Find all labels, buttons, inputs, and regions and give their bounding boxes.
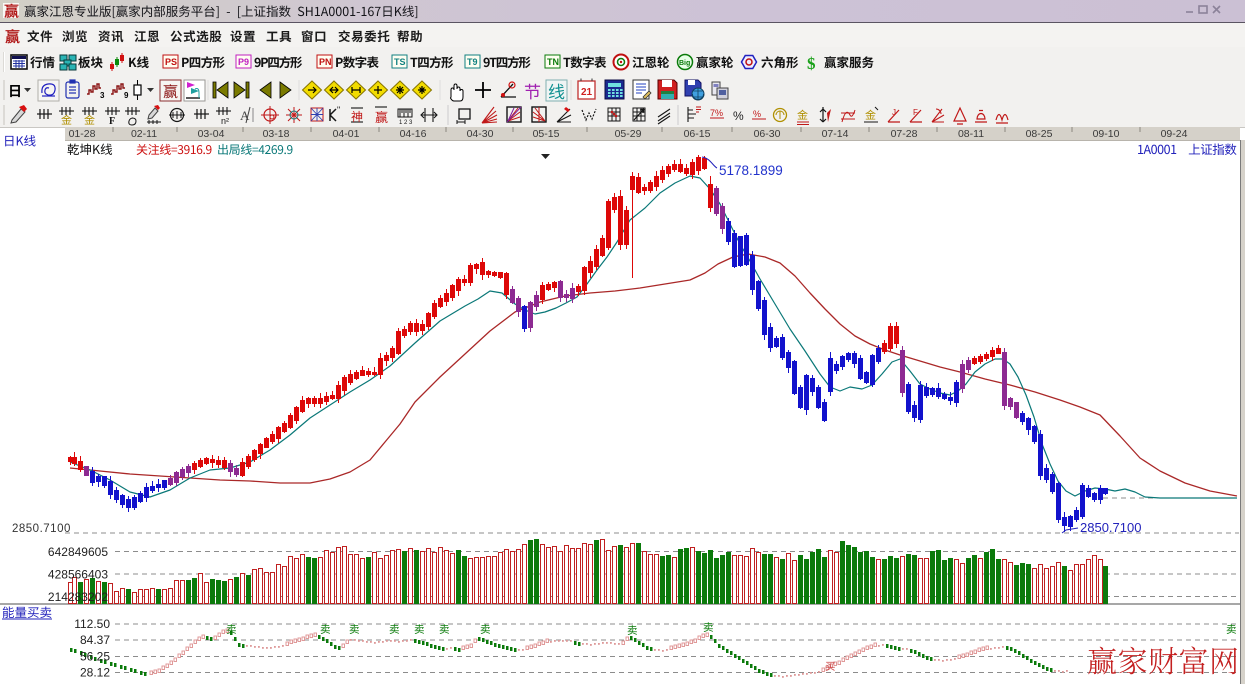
svg-text:04-01: 04-01 (333, 128, 360, 140)
svg-text:02-11: 02-11 (131, 128, 157, 140)
svg-text:09-10: 09-10 (1093, 128, 1120, 140)
svg-text:2850.7100: 2850.7100 (12, 523, 71, 535)
svg-text:06-30: 06-30 (754, 128, 781, 140)
svg-text:05-29: 05-29 (615, 128, 642, 140)
svg-text:T9: T9 (467, 57, 478, 67)
svg-text:PS: PS (165, 57, 177, 67)
svg-text:56.25: 56.25 (80, 650, 110, 664)
svg-text:2850.7100: 2850.7100 (1080, 520, 1141, 535)
svg-text:": " (337, 105, 340, 115)
svg-text:PN: PN (319, 57, 332, 67)
svg-text:03-04: 03-04 (198, 128, 225, 140)
svg-text:Big: Big (679, 60, 690, 67)
svg-text:J: J (892, 108, 896, 117)
svg-text:F: F (109, 116, 115, 127)
svg-text:03-18: 03-18 (263, 128, 290, 140)
svg-text:04-30: 04-30 (467, 128, 494, 140)
svg-text:%: % (733, 109, 744, 123)
svg-text:TN: TN (547, 57, 559, 67)
svg-text:05-15: 05-15 (533, 128, 560, 140)
svg-text:3: 3 (100, 91, 105, 100)
svg-text:428566403: 428566403 (48, 568, 108, 582)
svg-text:112.50: 112.50 (74, 617, 110, 631)
svg-text:01-28: 01-28 (69, 128, 96, 140)
svg-text:1 2 3: 1 2 3 (399, 120, 413, 126)
svg-text:9: 9 (124, 91, 129, 100)
svg-text:07-14: 07-14 (822, 128, 849, 140)
svg-text:$: $ (807, 54, 816, 73)
svg-text:P9: P9 (238, 57, 249, 67)
svg-text:TS: TS (394, 57, 406, 67)
svg-text:%: % (753, 109, 761, 119)
svg-text:21: 21 (581, 87, 593, 98)
svg-text:08-11: 08-11 (958, 128, 984, 140)
svg-text:09-24: 09-24 (1161, 128, 1188, 140)
svg-text:A: A (240, 108, 250, 123)
svg-text:5178.1899: 5178.1899 (719, 163, 783, 178)
svg-text:F: F (913, 108, 918, 117)
svg-text:7%: 7% (710, 108, 723, 118)
svg-text:07-28: 07-28 (891, 128, 918, 140)
svg-text:n²: n² (221, 116, 229, 126)
svg-text:06-15: 06-15 (684, 128, 711, 140)
svg-text:214283202: 214283202 (48, 590, 108, 604)
svg-text:08-25: 08-25 (1026, 128, 1053, 140)
svg-text:84.37: 84.37 (80, 633, 110, 647)
svg-text:04-16: 04-16 (400, 128, 427, 140)
svg-text:28.12: 28.12 (80, 666, 110, 680)
svg-text:642849605: 642849605 (48, 545, 108, 559)
